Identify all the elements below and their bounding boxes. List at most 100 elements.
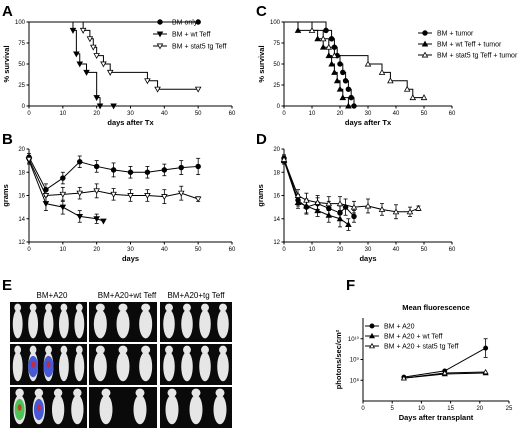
mouse-head bbox=[73, 388, 82, 397]
data-point bbox=[69, 27, 77, 34]
x-tick-label: 20 bbox=[337, 111, 344, 117]
legend-marker bbox=[421, 51, 429, 58]
survival-chart-a: 0 10 20 30 40 50 60 0 25 50 75 100 days after Tx % su… bbox=[2, 19, 236, 127]
mouse-body bbox=[139, 351, 153, 382]
data-point bbox=[195, 163, 201, 170]
mouse-head bbox=[165, 345, 173, 354]
data-point bbox=[79, 27, 87, 34]
mouse-body bbox=[181, 309, 193, 339]
data-point bbox=[93, 216, 100, 223]
data-point bbox=[59, 204, 67, 211]
mouse-body bbox=[217, 309, 229, 339]
mouse-head bbox=[75, 303, 83, 312]
mouse-head bbox=[15, 388, 24, 397]
panel-label-b: B bbox=[2, 131, 13, 148]
mouse-body bbox=[93, 309, 107, 339]
y-tick-label: 10¹⁰ bbox=[348, 336, 360, 343]
legend-entry: BM + A20 + wt Teff bbox=[384, 334, 443, 341]
x-tick-label: 40 bbox=[393, 247, 400, 253]
mouse-body bbox=[116, 351, 130, 382]
legend-marker bbox=[369, 323, 375, 329]
data-point bbox=[325, 200, 333, 207]
weight-chart-b: 0 10 20 30 40 50 60 12 14 16 18 20 days grams bbox=[1, 147, 236, 263]
mouse-head bbox=[45, 303, 52, 312]
mouse-body bbox=[74, 309, 85, 339]
data-point bbox=[93, 95, 100, 102]
x-tick-label: 20 bbox=[93, 111, 100, 117]
y-axis-label: grams bbox=[1, 184, 10, 207]
data-point bbox=[93, 53, 100, 60]
data-point bbox=[483, 345, 489, 351]
photo-cell bbox=[10, 344, 87, 385]
mouse-head bbox=[95, 345, 105, 354]
mouse-silhouette bbox=[116, 345, 130, 382]
mouse-body bbox=[139, 309, 153, 339]
series-line bbox=[28, 160, 104, 222]
series-0 bbox=[284, 21, 360, 109]
legend-entry: BM + A20 + stat5 tg Teff bbox=[384, 344, 459, 351]
mouse-silhouette bbox=[12, 345, 23, 382]
mouse-body bbox=[71, 394, 84, 425]
photo-cell bbox=[10, 302, 87, 342]
mouse-image-grid bbox=[10, 302, 232, 428]
photo-cell bbox=[160, 387, 232, 428]
data-point bbox=[415, 204, 422, 211]
legend-marker bbox=[156, 43, 164, 50]
mouse-body bbox=[74, 351, 85, 382]
data-point bbox=[325, 52, 333, 59]
mouse-head bbox=[34, 388, 44, 397]
mouse-body bbox=[51, 394, 65, 425]
mouse-head bbox=[118, 345, 128, 354]
x-tick-label: 10 bbox=[59, 111, 66, 117]
y-tick-label: 14 bbox=[18, 217, 25, 223]
mouse-body bbox=[199, 351, 211, 382]
mouse-silhouette bbox=[199, 345, 211, 382]
x-tick-label: 20 bbox=[476, 406, 483, 412]
x-axis-label: Days after transplant bbox=[399, 413, 474, 422]
data-point bbox=[364, 202, 372, 209]
mouse-head bbox=[60, 345, 68, 354]
x-tick-label: 50 bbox=[421, 111, 428, 117]
data-point bbox=[336, 200, 344, 207]
mouse-body bbox=[12, 351, 23, 382]
data-point bbox=[42, 193, 50, 199]
mouse-silhouette bbox=[74, 345, 85, 382]
y-tick-label: 18 bbox=[273, 170, 280, 176]
panel-label-f: F bbox=[346, 277, 355, 294]
mouse-silhouette bbox=[28, 303, 39, 339]
mouse-silhouette bbox=[58, 303, 69, 339]
series-line bbox=[284, 21, 424, 99]
data-point bbox=[83, 69, 90, 76]
mouse-silhouette bbox=[133, 388, 147, 425]
data-point bbox=[86, 36, 94, 43]
legend: BM + A20 BM + A20 + wt Teff BM + A20 + sta… bbox=[365, 324, 459, 351]
x-tick-label: 10 bbox=[59, 247, 66, 253]
x-tick-label: 25 bbox=[506, 406, 513, 412]
mouse-body bbox=[58, 351, 69, 382]
data-point bbox=[351, 213, 357, 220]
mouse-head bbox=[60, 303, 68, 312]
legend-marker bbox=[369, 342, 375, 349]
data-point bbox=[294, 26, 302, 33]
data-point bbox=[110, 191, 117, 198]
y-tick-label: 20 bbox=[18, 147, 25, 153]
x-tick-label: 0 bbox=[27, 247, 31, 253]
legend-entry: BM only bbox=[172, 20, 198, 27]
mouse-head bbox=[75, 345, 83, 354]
mouse-head bbox=[95, 303, 105, 312]
mouse-head bbox=[219, 345, 227, 354]
x-tick-label: 10 bbox=[309, 247, 316, 253]
data-point bbox=[127, 169, 134, 175]
mouse-body bbox=[181, 351, 193, 382]
data-point bbox=[331, 52, 338, 59]
x-tick-label: 30 bbox=[365, 247, 372, 253]
mouse-silhouette bbox=[71, 388, 84, 425]
y-axis-label: % survival bbox=[2, 45, 11, 82]
legend-entry: BM + stat5 tg Teff bbox=[172, 44, 226, 51]
mouse-head bbox=[165, 303, 173, 312]
y-axis-label: grams bbox=[256, 184, 265, 207]
y-tick-label: 100 bbox=[15, 20, 26, 26]
panel-label-d: D bbox=[256, 131, 267, 148]
y-tick-label: 12 bbox=[18, 240, 25, 246]
